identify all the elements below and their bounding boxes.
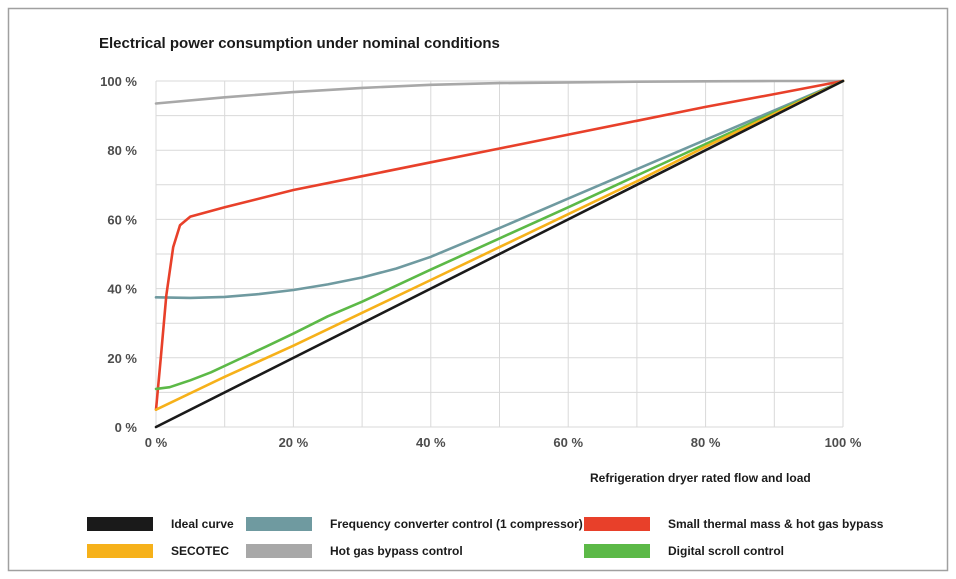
legend-label: Hot gas bypass control: [330, 544, 463, 558]
chart-border: [7, 7, 949, 572]
x-tick-label: 60 %: [553, 435, 583, 450]
legend-label: Small thermal mass & hot gas bypass: [668, 517, 884, 531]
x-axis-ticks: 0 % 20 % 40 % 60 % 80 % 100 %: [145, 435, 862, 450]
series-line-5: [154, 79, 845, 391]
y-tick-label: 80 %: [107, 143, 137, 158]
legend-swatch: [87, 517, 153, 531]
legend-swatch: [87, 544, 153, 558]
legend-swatch: [584, 544, 650, 558]
y-axis-ticks: 0 % 20 % 40 % 60 % 80 % 100 %: [100, 74, 137, 435]
x-tick-label: 40 %: [416, 435, 446, 450]
series-line-3: [154, 79, 845, 105]
y-tick-label: 100 %: [100, 74, 137, 89]
legend-swatch: [246, 517, 312, 531]
series-line-1: [154, 79, 845, 412]
legend-label: Frequency converter control (1 compresso…: [330, 517, 583, 531]
legend: Ideal curve Frequency converter control (…: [87, 517, 884, 558]
legend-swatch: [246, 544, 312, 558]
y-tick-label: 20 %: [107, 351, 137, 366]
legend-label: Ideal curve: [171, 517, 234, 531]
x-tick-label: 100 %: [825, 435, 862, 450]
x-tick-label: 0 %: [145, 435, 168, 450]
legend-label: SECOTEC: [171, 544, 229, 558]
series-line-2: [154, 79, 845, 300]
series-lines: [154, 79, 845, 429]
y-tick-label: 40 %: [107, 282, 137, 297]
chart-title: Electrical power consumption under nomin…: [99, 35, 500, 52]
x-axis-label: Refrigeration dryer rated flow and load: [590, 471, 811, 485]
legend-swatch: [584, 517, 650, 531]
y-tick-label: 60 %: [107, 212, 137, 227]
series-line-4: [154, 79, 845, 412]
y-tick-label: 0 %: [115, 420, 138, 435]
series-line-0: [154, 79, 845, 429]
x-tick-label: 20 %: [279, 435, 309, 450]
x-tick-label: 80 %: [691, 435, 721, 450]
legend-label: Digital scroll control: [668, 544, 784, 558]
